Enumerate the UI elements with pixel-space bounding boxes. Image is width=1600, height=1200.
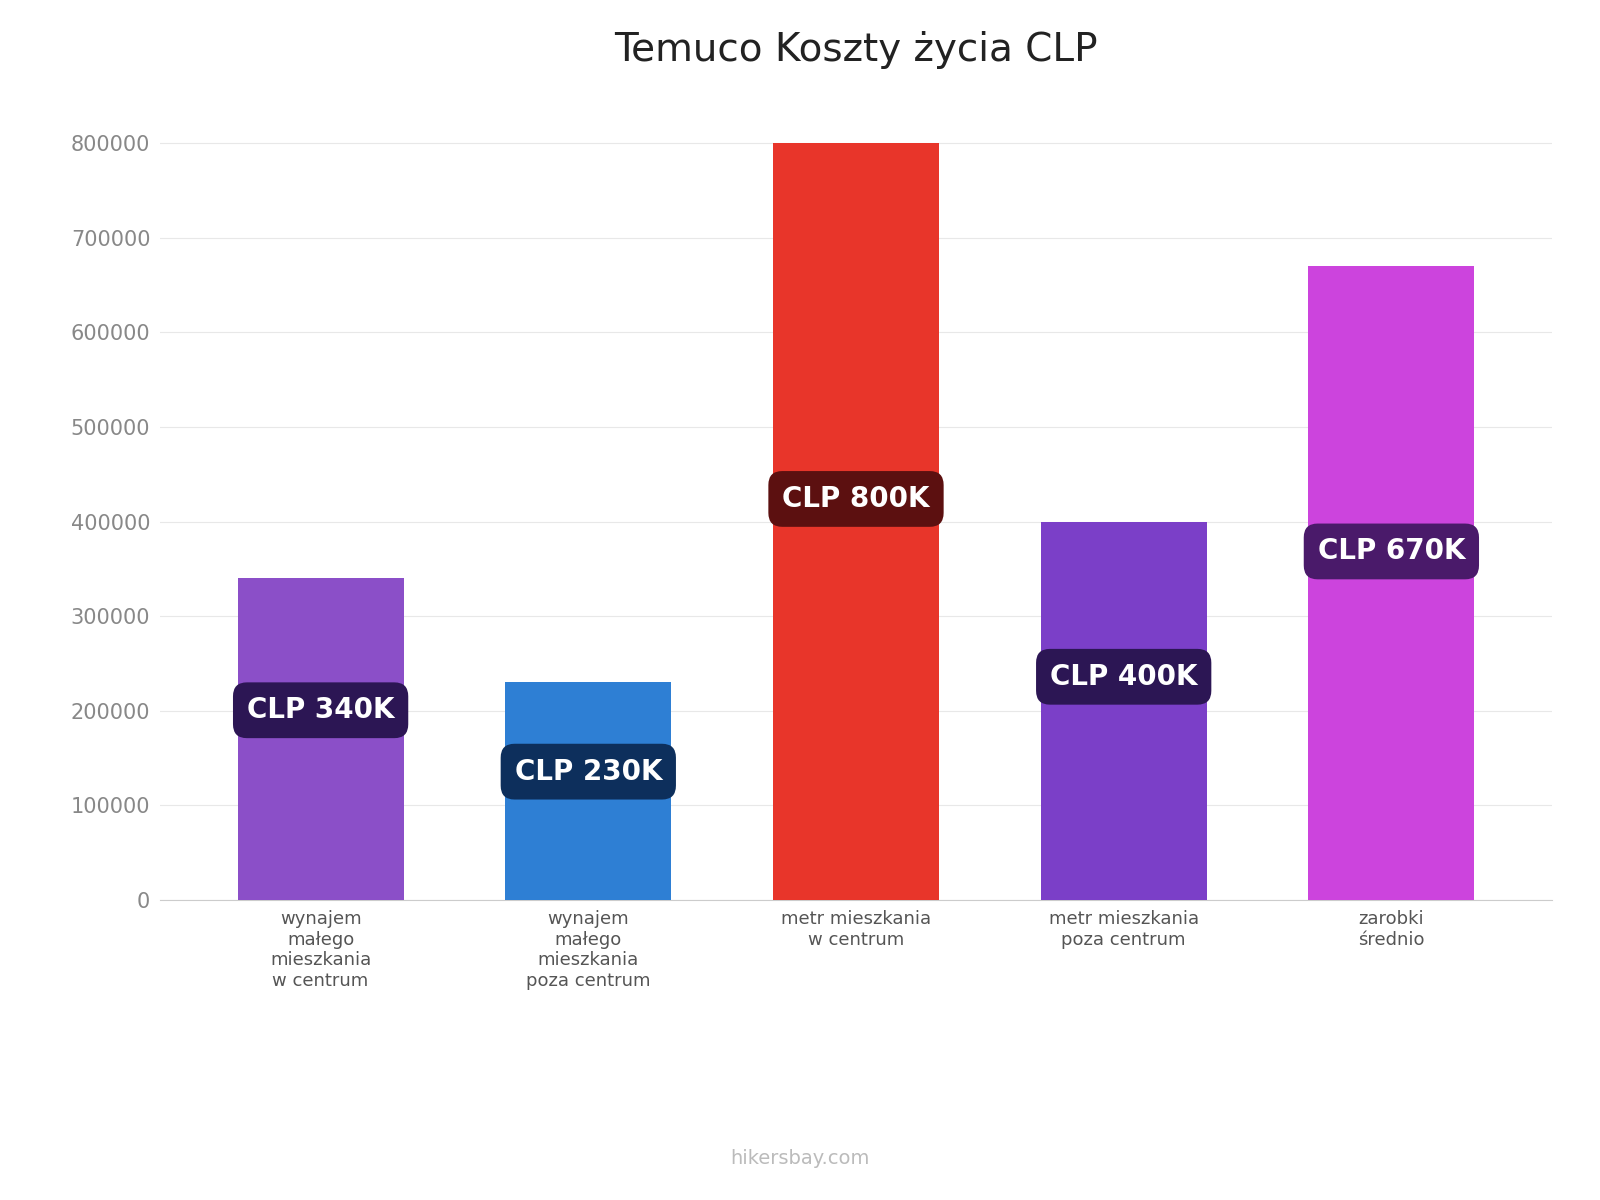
Bar bbox=[1040, 522, 1206, 900]
Bar bbox=[1309, 266, 1474, 900]
Text: CLP 670K: CLP 670K bbox=[1318, 538, 1466, 565]
Text: hikersbay.com: hikersbay.com bbox=[730, 1148, 870, 1168]
Bar bbox=[238, 578, 403, 900]
Text: CLP 340K: CLP 340K bbox=[246, 696, 394, 725]
Text: CLP 800K: CLP 800K bbox=[782, 485, 930, 512]
Bar bbox=[506, 683, 672, 900]
Text: CLP 230K: CLP 230K bbox=[515, 757, 662, 786]
Text: CLP 400K: CLP 400K bbox=[1050, 662, 1197, 691]
Title: Temuco Koszty życia CLP: Temuco Koszty życia CLP bbox=[614, 31, 1098, 70]
Bar bbox=[773, 143, 939, 900]
